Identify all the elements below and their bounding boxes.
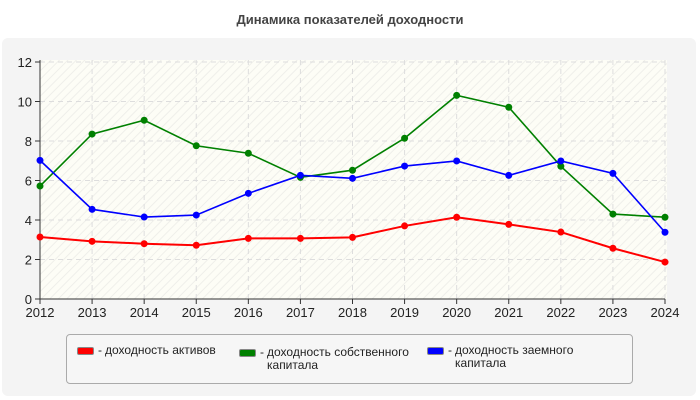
x-tick-label: 2017: [286, 305, 315, 320]
data-point: [609, 169, 617, 177]
data-point: [244, 189, 252, 197]
data-point: [140, 116, 148, 124]
data-point: [349, 233, 356, 241]
x-tick-label: 2022: [546, 305, 575, 320]
x-tick-label: 2014: [130, 305, 159, 320]
y-tick-label: 0: [25, 292, 32, 307]
y-tick-label: 10: [18, 95, 32, 110]
x-tick-label: 2016: [234, 305, 263, 320]
data-point: [349, 174, 356, 182]
data-point: [140, 213, 148, 221]
x-tick-label: 2020: [442, 305, 471, 320]
data-point: [557, 162, 565, 170]
legend-item-debt: - доходность заемного капитала: [427, 344, 585, 370]
data-point: [453, 213, 461, 221]
x-tick-label: 2019: [390, 305, 419, 320]
data-point: [609, 244, 617, 252]
x-tick-label: 2018: [338, 305, 367, 320]
x-tick-label: 2023: [598, 305, 627, 320]
y-tick-label: 2: [25, 253, 32, 268]
y-tick-label: 8: [25, 134, 32, 149]
data-point: [505, 171, 513, 179]
data-point: [192, 142, 200, 150]
data-point: [401, 134, 409, 142]
data-point: [401, 162, 409, 170]
data-point: [88, 237, 96, 245]
x-tick-label: 2024: [651, 305, 680, 320]
x-tick-label: 2021: [494, 305, 523, 320]
data-point: [192, 211, 200, 219]
x-tick-label: 2015: [182, 305, 211, 320]
data-point: [36, 182, 44, 190]
legend-label: доходность активов: [105, 343, 216, 357]
data-point: [296, 234, 304, 242]
data-point: [88, 205, 96, 213]
data-point: [453, 157, 461, 165]
data-point: [192, 241, 200, 249]
data-point: [505, 220, 513, 228]
legend-item-assets: - доходность активов: [77, 344, 216, 357]
legend-item-equity: - доходность собственного капитала: [239, 346, 412, 372]
data-point: [296, 171, 304, 179]
legend-swatch-blue: [427, 347, 444, 355]
legend-swatch-red: [77, 347, 94, 355]
chart-title: Динамика показателей доходности: [236, 12, 464, 27]
y-tick-label: 12: [18, 55, 32, 70]
legend: - доходность активов - доходность собств…: [66, 334, 633, 384]
legend-swatch-green: [239, 349, 256, 357]
data-point: [244, 234, 252, 242]
data-point: [557, 228, 565, 236]
x-tick-label: 2012: [26, 305, 55, 320]
data-point: [661, 213, 669, 221]
data-point: [88, 130, 96, 138]
data-point: [609, 210, 617, 218]
data-point: [36, 233, 44, 241]
x-tick-label: 2013: [78, 305, 107, 320]
data-point: [661, 258, 669, 266]
legend-label: доходность заемного капитала: [455, 343, 574, 370]
y-tick-label: 6: [25, 174, 32, 189]
data-point: [140, 240, 148, 248]
data-point: [453, 91, 461, 99]
data-point: [505, 103, 513, 111]
data-point: [36, 156, 44, 164]
data-point: [557, 157, 565, 165]
y-tick-label: 4: [25, 213, 32, 228]
data-point: [244, 149, 252, 157]
data-point: [661, 228, 669, 236]
data-point: [401, 222, 409, 230]
legend-label: доходность собственного капитала: [267, 345, 409, 372]
data-point: [349, 166, 356, 174]
